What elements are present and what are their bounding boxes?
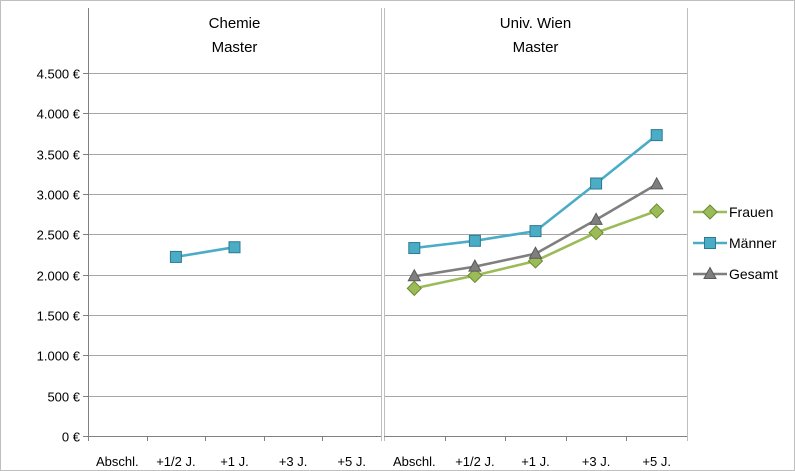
- x-tick-label: +1/2 J.: [455, 454, 494, 469]
- x-tick-label: +5 J.: [642, 454, 671, 469]
- y-tick-label: 3.500 €: [37, 148, 81, 163]
- data-point-1-2-1: [468, 259, 482, 272]
- legend-label: Gesamt: [729, 266, 778, 282]
- y-tick-label: 3.000 €: [37, 188, 81, 203]
- data-point-1-2-0: [407, 268, 422, 282]
- data-point-0-0-1: [228, 241, 241, 254]
- y-tick-label: 4.000 €: [37, 107, 81, 122]
- chart-panels: Abschl. +1/2 J. +1 J. +3 J. +5 J. Chemie Maste…: [88, 8, 688, 469]
- x-tick-label: Abschl.: [96, 454, 139, 469]
- data-point-0-0-0: [169, 250, 182, 263]
- x-tick-label: Abschl.: [393, 454, 436, 469]
- gridlines: [88, 73, 687, 437]
- panel-title-line: Master: [212, 39, 258, 56]
- data-point-1-1-4: [650, 129, 663, 142]
- y-tick-label: 2.500 €: [37, 228, 81, 243]
- data-point-1-0-0: [406, 280, 423, 297]
- legend-label: Männer: [729, 235, 777, 251]
- y-tick-label: 1.500 €: [37, 309, 81, 324]
- legend-marker-0: [702, 204, 718, 220]
- y-axis: 0 € 500 € 1.000 € 1.500 € 2.000 € 2.500 € 3.00…: [37, 8, 89, 445]
- x-tick-label: +5 J.: [337, 454, 366, 469]
- x-tick-label: +1/2 J.: [156, 454, 195, 469]
- x-tick-label: +1 J.: [521, 454, 550, 469]
- y-tick-label: 2.000 €: [37, 269, 81, 284]
- legend: Frauen Männer Gesamt: [693, 204, 778, 282]
- series-line-mnner-0: [175, 245, 235, 259]
- panel-title-line: Univ. Wien: [500, 15, 571, 32]
- legend-marker-1: [704, 237, 716, 249]
- data-point-1-0-3: [588, 225, 604, 241]
- series-layer: [169, 129, 665, 297]
- legend-marker-2: [703, 266, 717, 279]
- data-point-1-0-4: [648, 203, 665, 219]
- x-tick-label: +3 J.: [279, 454, 308, 469]
- data-point-1-1-1: [468, 234, 481, 247]
- x-tick-label: +3 J.: [582, 454, 611, 469]
- data-point-1-2-3: [589, 212, 603, 225]
- data-point-1-1-0: [408, 242, 421, 255]
- x-tick-label: +1 J.: [220, 454, 249, 469]
- data-point-1-2-2: [528, 246, 543, 259]
- data-point-1-2-4: [649, 176, 664, 190]
- y-tick-label: 500 €: [47, 390, 80, 405]
- y-tick-label: 4.500 €: [37, 67, 81, 82]
- legend-label: Frauen: [729, 204, 773, 220]
- y-tick-label: 1.000 €: [37, 349, 81, 364]
- panel-title-line: Chemie: [209, 15, 261, 32]
- y-tick-label: 0 €: [62, 430, 81, 445]
- data-point-1-1-3: [590, 177, 603, 190]
- data-point-1-0-1: [467, 267, 483, 284]
- panel-title-line: Master: [513, 39, 559, 56]
- data-point-1-1-2: [529, 225, 542, 238]
